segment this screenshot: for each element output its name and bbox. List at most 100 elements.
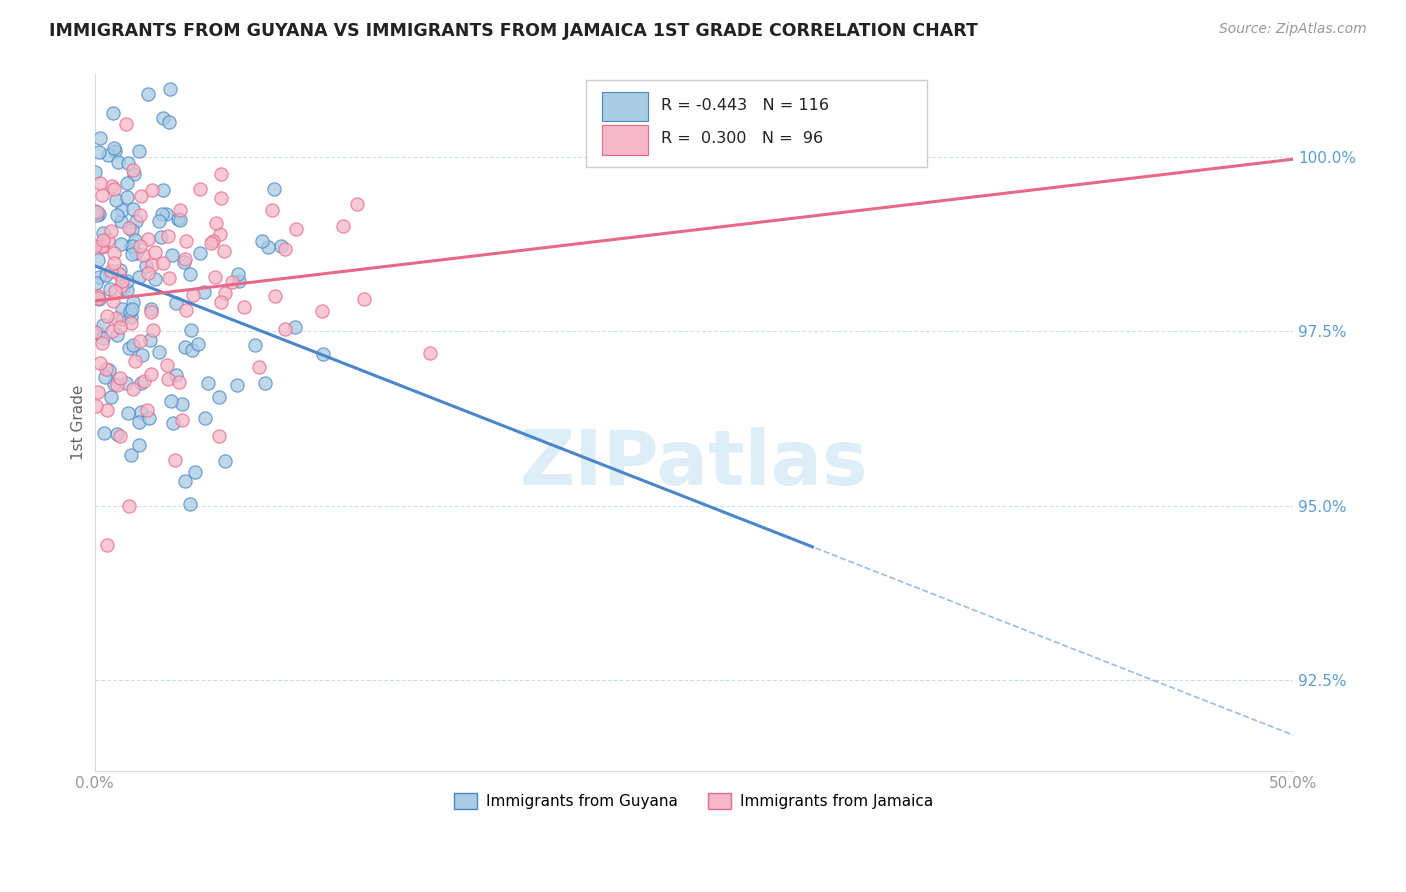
Point: [124, 354, 146, 368]
Point: [87, 252, 110, 267]
FancyBboxPatch shape: [602, 92, 648, 121]
Point: [139, 304, 162, 318]
Point: [103, 256, 125, 270]
Point: [183, 287, 205, 301]
Point: [284, 222, 307, 236]
Point: [129, 189, 152, 203]
Point: [122, 202, 145, 216]
Point: [98, 282, 121, 296]
Point: [96, 538, 118, 552]
Point: [111, 203, 134, 218]
Point: [209, 227, 232, 242]
Point: [263, 289, 285, 303]
Point: [120, 239, 142, 253]
Point: [125, 245, 148, 260]
Point: [202, 234, 225, 248]
Point: [165, 368, 187, 382]
Point: [214, 286, 236, 301]
Point: [247, 360, 270, 375]
Point: [128, 334, 150, 349]
Point: [149, 229, 172, 244]
Point: [93, 331, 115, 345]
Point: [84, 399, 107, 413]
Point: [89, 270, 111, 285]
Point: [138, 410, 160, 425]
Point: [91, 227, 114, 241]
Point: [284, 320, 307, 334]
Point: [139, 301, 162, 316]
Point: [155, 207, 177, 221]
Point: [120, 303, 142, 318]
Point: [117, 283, 139, 297]
Point: [205, 216, 228, 230]
Point: [200, 235, 222, 250]
Point: [86, 291, 108, 305]
Point: [129, 376, 152, 390]
Point: [103, 140, 125, 154]
Point: [121, 382, 143, 396]
Point: [104, 310, 127, 325]
Point: [117, 406, 139, 420]
Point: [104, 285, 127, 299]
Point: [89, 176, 111, 190]
Point: [89, 130, 111, 145]
Point: [167, 375, 190, 389]
Text: IMMIGRANTS FROM GUYANA VS IMMIGRANTS FROM JAMAICA 1ST GRADE CORRELATION CHART: IMMIGRANTS FROM GUYANA VS IMMIGRANTS FRO…: [49, 22, 979, 40]
Point: [87, 145, 110, 159]
Point: [134, 259, 156, 273]
Point: [128, 415, 150, 429]
Point: [173, 255, 195, 269]
Point: [138, 87, 160, 102]
Point: [83, 165, 105, 179]
Point: [152, 183, 174, 197]
Point: [86, 208, 108, 222]
Point: [172, 397, 194, 411]
Point: [243, 337, 266, 351]
Point: [252, 234, 274, 248]
Point: [121, 239, 143, 253]
Point: [91, 318, 114, 333]
Point: [93, 426, 115, 441]
Point: [103, 246, 125, 260]
Point: [159, 82, 181, 96]
Point: [121, 223, 143, 237]
Point: [257, 240, 280, 254]
Point: [108, 319, 131, 334]
Point: [208, 429, 231, 443]
Point: [87, 292, 110, 306]
Point: [87, 207, 110, 221]
Point: [84, 325, 107, 339]
Point: [110, 279, 132, 293]
Point: [108, 263, 131, 277]
Point: [156, 358, 179, 372]
Point: [228, 274, 250, 288]
Point: [179, 268, 201, 282]
Point: [129, 239, 152, 253]
Point: [87, 288, 110, 302]
Point: [172, 412, 194, 426]
Point: [103, 182, 125, 196]
Point: [87, 326, 110, 341]
Point: [181, 343, 204, 357]
Point: [214, 454, 236, 468]
Point: [208, 390, 231, 404]
Point: [165, 296, 187, 310]
Point: [108, 267, 131, 281]
Point: [105, 378, 128, 392]
Point: [131, 348, 153, 362]
Point: [136, 267, 159, 281]
Point: [118, 341, 141, 355]
Text: R = -0.443   N = 116: R = -0.443 N = 116: [661, 97, 830, 112]
Point: [262, 203, 284, 218]
Point: [121, 163, 143, 178]
Point: [96, 309, 118, 323]
Point: [312, 347, 335, 361]
Point: [160, 248, 183, 262]
Point: [101, 293, 124, 308]
Point: [179, 497, 201, 511]
Point: [274, 322, 297, 336]
FancyBboxPatch shape: [602, 125, 648, 154]
Point: [107, 155, 129, 169]
Point: [105, 327, 128, 342]
Point: [209, 191, 232, 205]
